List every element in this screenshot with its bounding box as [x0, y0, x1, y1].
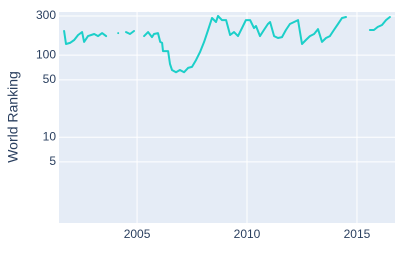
y-tick-label: 300	[36, 8, 56, 22]
y-axis-title: World Ranking	[5, 71, 21, 163]
line-series	[63, 15, 391, 74]
plot-background	[59, 12, 395, 223]
x-tick-label: 2015	[344, 227, 371, 241]
y-tick-label: 100	[36, 47, 56, 61]
y-tick-label: 10	[43, 129, 57, 143]
x-tick-label: 2005	[124, 227, 151, 241]
y-tick-label: 50	[43, 72, 57, 86]
x-tick-label: 2010	[234, 227, 261, 241]
y-tick-label: 5	[49, 154, 56, 168]
